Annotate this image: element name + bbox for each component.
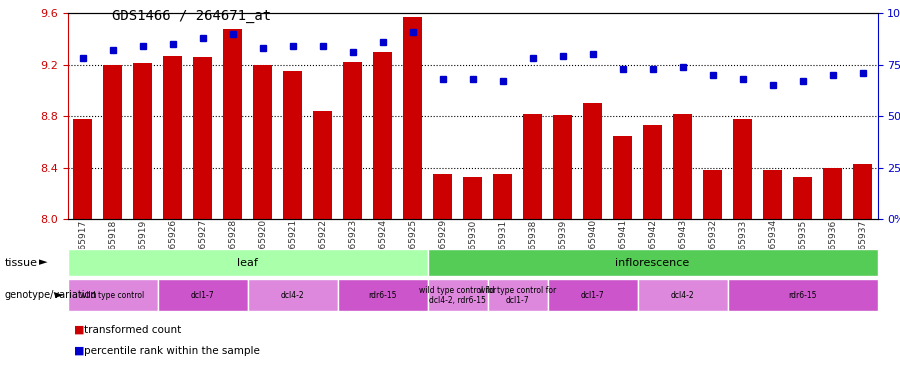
Bar	[248, 279, 338, 311]
Bar	[463, 177, 482, 219]
Bar	[488, 279, 547, 311]
Text: wild type control for
dcl1-7: wild type control for dcl1-7	[479, 286, 556, 305]
Bar	[103, 64, 122, 219]
Text: GSM65931: GSM65931	[498, 219, 507, 268]
Text: GSM65920: GSM65920	[258, 219, 267, 268]
Bar	[553, 115, 572, 219]
Text: GSM65921: GSM65921	[288, 219, 297, 268]
Text: GSM65941: GSM65941	[618, 219, 627, 268]
Text: GSM65929: GSM65929	[438, 219, 447, 268]
Bar	[733, 119, 752, 219]
Bar	[338, 279, 428, 311]
Bar	[763, 170, 782, 219]
Text: GSM65942: GSM65942	[648, 219, 657, 268]
Bar	[133, 63, 152, 219]
Text: GSM65935: GSM65935	[798, 219, 807, 268]
Text: GSM65922: GSM65922	[318, 219, 327, 268]
Bar	[703, 170, 722, 219]
Bar	[793, 177, 812, 219]
Bar	[373, 52, 392, 219]
Text: GSM65940: GSM65940	[588, 219, 597, 268]
Text: rdr6-15: rdr6-15	[368, 291, 397, 300]
Bar	[433, 174, 452, 219]
Text: GSM65917: GSM65917	[78, 219, 87, 268]
Bar	[823, 168, 842, 219]
Bar	[583, 104, 602, 219]
Bar	[523, 114, 542, 219]
Text: GDS1466 / 264671_at: GDS1466 / 264671_at	[112, 9, 272, 23]
Text: dcl1-7: dcl1-7	[191, 291, 214, 300]
Text: GSM65919: GSM65919	[138, 219, 147, 268]
Bar	[493, 174, 512, 219]
Text: rdr6-15: rdr6-15	[788, 291, 817, 300]
Bar	[193, 57, 212, 219]
Bar	[253, 64, 272, 219]
Text: GSM65924: GSM65924	[378, 219, 387, 268]
Text: dcl4-2: dcl4-2	[281, 291, 304, 300]
Text: GSM65937: GSM65937	[858, 219, 867, 268]
Bar	[343, 62, 362, 219]
Text: ■: ■	[74, 346, 85, 355]
Bar	[643, 125, 662, 219]
Text: GSM65925: GSM65925	[408, 219, 417, 268]
Bar	[223, 28, 242, 219]
Text: GSM65936: GSM65936	[828, 219, 837, 268]
Bar	[428, 249, 878, 276]
Text: GSM65932: GSM65932	[708, 219, 717, 268]
Text: wild type control: wild type control	[80, 291, 145, 300]
Bar	[428, 279, 488, 311]
Text: dcl1-7: dcl1-7	[580, 291, 604, 300]
Text: GSM65923: GSM65923	[348, 219, 357, 268]
Text: percentile rank within the sample: percentile rank within the sample	[84, 346, 259, 355]
Text: GSM65930: GSM65930	[468, 219, 477, 268]
Text: ■: ■	[74, 325, 85, 335]
Bar	[163, 56, 182, 219]
Bar	[673, 114, 692, 219]
Text: ►: ►	[55, 290, 64, 300]
Text: tissue: tissue	[4, 258, 38, 267]
Text: transformed count: transformed count	[84, 325, 181, 335]
Bar	[403, 17, 422, 219]
Bar	[158, 279, 248, 311]
Bar	[73, 119, 92, 219]
Bar	[68, 279, 158, 311]
Bar	[313, 111, 332, 219]
Bar	[547, 279, 637, 311]
Text: GSM65933: GSM65933	[738, 219, 747, 268]
Text: wild type control for
dcl4-2, rdr6-15: wild type control for dcl4-2, rdr6-15	[418, 286, 496, 305]
Text: ►: ►	[39, 258, 48, 267]
Bar	[853, 164, 872, 219]
Text: GSM65938: GSM65938	[528, 219, 537, 268]
Text: GSM65939: GSM65939	[558, 219, 567, 268]
Bar	[283, 71, 302, 219]
Bar	[727, 279, 878, 311]
Bar	[68, 249, 427, 276]
Text: GSM65918: GSM65918	[108, 219, 117, 268]
Text: leaf: leaf	[237, 258, 258, 267]
Text: GSM65926: GSM65926	[168, 219, 177, 268]
Bar	[613, 136, 632, 219]
Text: GSM65927: GSM65927	[198, 219, 207, 268]
Text: inflorescence: inflorescence	[616, 258, 689, 267]
Text: dcl4-2: dcl4-2	[670, 291, 694, 300]
Text: genotype/variation: genotype/variation	[4, 290, 97, 300]
Text: GSM65934: GSM65934	[768, 219, 777, 268]
Text: GSM65928: GSM65928	[228, 219, 237, 268]
Bar	[637, 279, 727, 311]
Text: GSM65943: GSM65943	[678, 219, 687, 268]
